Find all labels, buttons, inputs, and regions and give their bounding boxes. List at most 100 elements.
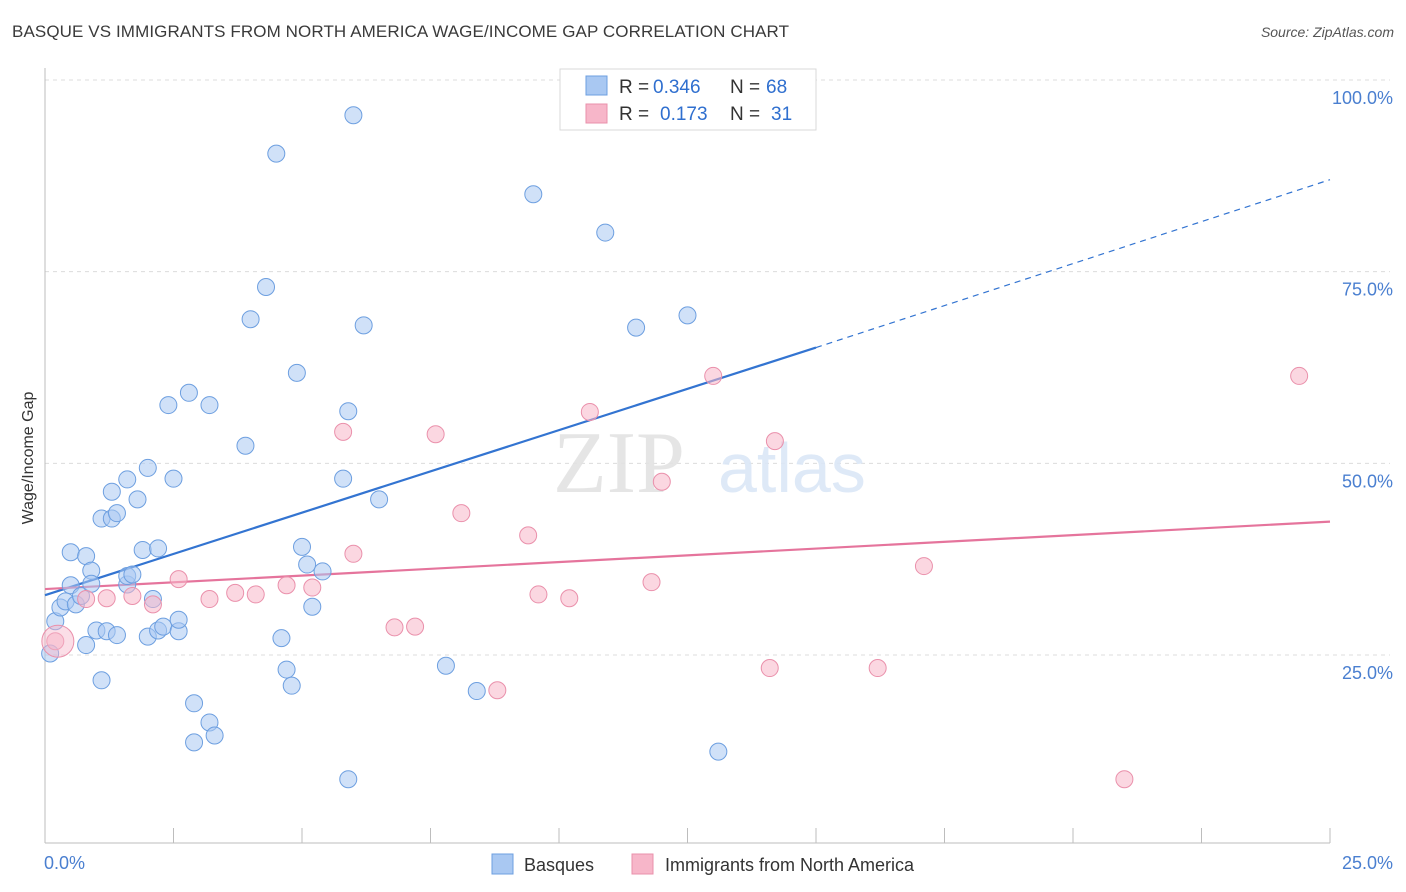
legend-r-label: R = xyxy=(619,104,649,125)
y-tick-label: 25.0% xyxy=(1342,663,1393,683)
bottom-legend-swatch-immigrants xyxy=(631,853,654,875)
basques-point xyxy=(524,185,543,204)
basques-point xyxy=(169,610,188,629)
immigrants-point xyxy=(41,624,75,658)
data-points xyxy=(41,106,1309,789)
basques-point xyxy=(236,436,255,455)
basques-point xyxy=(436,656,455,675)
basques-point xyxy=(102,482,121,501)
basques-point xyxy=(133,540,152,559)
immigrants-point xyxy=(652,472,671,491)
basques-point xyxy=(467,682,486,701)
grid-lines xyxy=(45,79,1390,656)
immigrants-point xyxy=(200,590,219,609)
immigrants-point xyxy=(385,618,404,637)
basques-point xyxy=(185,694,204,713)
immigrants-point xyxy=(519,526,538,545)
x-tick-label: 0.0% xyxy=(44,853,85,873)
immigrants-point xyxy=(169,570,188,589)
bottom-legend-basques: Basques xyxy=(524,855,594,875)
immigrants-point xyxy=(560,589,579,608)
basques-point xyxy=(293,537,311,556)
basques-point xyxy=(267,144,286,163)
watermark-zip: ZIP xyxy=(553,415,685,512)
legend-r-label: R = xyxy=(619,77,649,98)
x-tick-label: 25.0% xyxy=(1342,853,1393,873)
immigrants-point xyxy=(246,585,265,604)
basques-point xyxy=(164,469,183,488)
axes: 25.0% 50.0% 75.0% 100.0% 0.0% 25.0% xyxy=(44,68,1393,873)
legend-swatch-immigrants xyxy=(585,103,608,124)
basques-point xyxy=(287,363,306,382)
basques-trendline-extension xyxy=(815,179,1331,349)
basques-point xyxy=(241,310,260,329)
immigrants-point xyxy=(452,504,471,523)
immigrants-point xyxy=(344,544,363,563)
basques-point xyxy=(272,629,291,648)
basques-point xyxy=(205,726,224,745)
basques-point xyxy=(277,660,296,679)
legend-r-value: 0.173 xyxy=(660,104,708,125)
basques-point xyxy=(138,458,157,477)
trendlines xyxy=(44,179,1331,597)
immigrants-point xyxy=(704,366,723,385)
basques-point xyxy=(354,316,373,335)
watermark: ZIP atlas xyxy=(553,415,866,512)
immigrants-point xyxy=(765,432,784,451)
basques-trendline xyxy=(44,346,817,597)
basques-point xyxy=(344,106,363,125)
bottom-legend-swatch-basques xyxy=(491,853,514,875)
basques-point xyxy=(627,318,646,337)
immigrants-point xyxy=(97,589,116,608)
immigrants-point xyxy=(303,578,322,597)
immigrants-point xyxy=(406,617,425,636)
immigrants-point xyxy=(334,422,353,441)
basques-point xyxy=(313,562,332,581)
immigrants-point xyxy=(488,681,507,700)
immigrants-point xyxy=(760,659,779,678)
legend-r-value: 0.346 xyxy=(653,77,701,98)
watermark-atlas: atlas xyxy=(718,429,866,507)
basques-point xyxy=(61,543,80,562)
y-tick-label: 75.0% xyxy=(1342,280,1393,300)
basques-point xyxy=(370,490,389,509)
legend-n-value: 68 xyxy=(766,77,787,98)
basques-point xyxy=(154,617,173,636)
immigrants-point xyxy=(529,585,548,604)
immigrants-point xyxy=(1115,770,1134,789)
immigrants-point xyxy=(580,402,599,421)
immigrants-point xyxy=(123,586,142,605)
immigrants-point xyxy=(426,425,445,444)
basques-point xyxy=(282,676,301,695)
legend-n-value: 31 xyxy=(771,104,792,125)
immigrants-point xyxy=(277,576,296,595)
basques-point xyxy=(179,383,198,402)
immigrants-point xyxy=(1290,366,1309,385)
basques-point xyxy=(678,306,697,325)
basques-point xyxy=(339,402,358,421)
source-credit: Source: ZipAtlas.com xyxy=(1260,24,1394,40)
basques-point xyxy=(334,469,353,488)
immigrants-point xyxy=(46,632,65,651)
series-legend: Basques Immigrants from North America xyxy=(491,853,915,875)
immigrants-trendline xyxy=(44,520,1331,591)
basques-point xyxy=(92,671,111,690)
correlation-legend: R = 0.346 N = 68 R = 0.173 N = 31 xyxy=(559,68,817,131)
basques-point xyxy=(123,565,142,584)
legend-n-label: N = xyxy=(730,104,760,125)
basques-point xyxy=(107,504,126,523)
y-tick-label: 50.0% xyxy=(1342,471,1393,491)
y-tick-label: 100.0% xyxy=(1332,88,1393,108)
basques-point xyxy=(118,470,137,489)
basques-point xyxy=(200,396,219,415)
legend-swatch-basques xyxy=(585,75,608,96)
y-axis-label: Wage/Income Gap xyxy=(20,392,37,525)
basques-point xyxy=(149,539,168,558)
immigrants-point xyxy=(226,583,245,602)
basques-point xyxy=(159,396,178,415)
immigrants-point xyxy=(143,595,162,614)
basques-point xyxy=(185,733,204,752)
basques-point xyxy=(257,278,276,296)
immigrants-point xyxy=(868,659,887,678)
